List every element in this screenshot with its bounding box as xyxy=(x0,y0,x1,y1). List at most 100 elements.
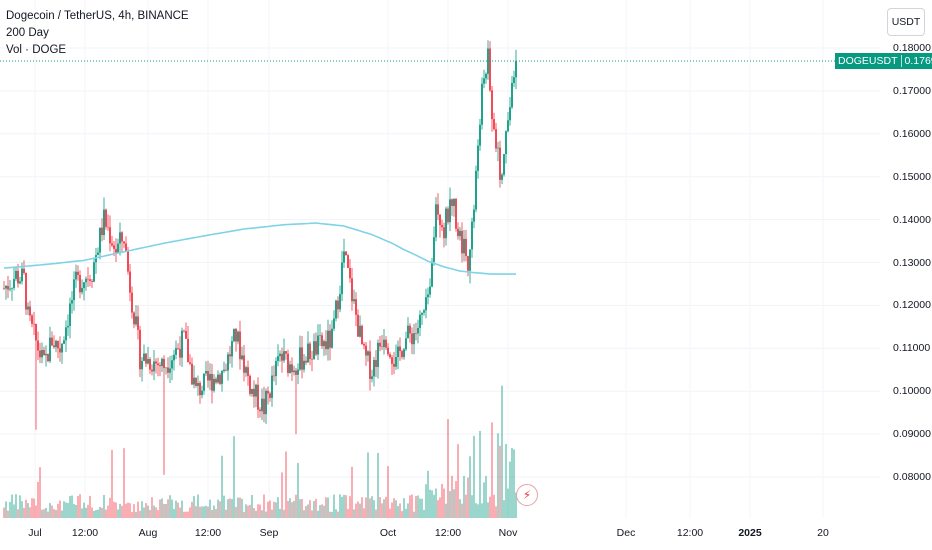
candle-body xyxy=(155,361,157,364)
volume-bar xyxy=(193,496,195,518)
volume-bar xyxy=(361,497,363,518)
chart-grid xyxy=(0,0,880,518)
candle-body xyxy=(455,198,457,229)
price-axis-tick: 0.16000 xyxy=(893,127,931,140)
volume-bar xyxy=(493,494,495,518)
volume-bar xyxy=(31,498,33,518)
volume-bar xyxy=(215,508,217,518)
volume-indicator-label[interactable]: Vol · DOGE xyxy=(6,44,67,56)
volume-bar xyxy=(69,496,71,518)
volume-bar xyxy=(33,498,35,518)
candle-body xyxy=(347,255,349,268)
volume-bar xyxy=(87,504,89,518)
candle-body xyxy=(41,349,43,358)
candle-body xyxy=(19,281,21,284)
candle-body xyxy=(353,299,355,302)
volume-bar xyxy=(483,482,485,518)
volume-bar xyxy=(229,498,231,518)
volume-bar xyxy=(243,511,245,518)
volume-bar xyxy=(279,508,281,518)
candle-body xyxy=(287,353,289,374)
volume-bar xyxy=(109,497,111,518)
candle-body xyxy=(247,367,249,376)
volume-bar xyxy=(295,494,297,518)
volume-bar xyxy=(289,498,291,518)
candle-body xyxy=(489,48,491,91)
candle-body xyxy=(505,131,507,155)
volume-bar xyxy=(337,511,339,518)
volume-bar xyxy=(123,448,125,518)
volume-bar xyxy=(427,470,429,518)
currency-button[interactable]: USDT xyxy=(887,8,925,36)
candle-body xyxy=(143,353,145,361)
volume-bar xyxy=(207,506,209,518)
candle-body xyxy=(89,279,91,281)
volume-bar xyxy=(161,498,163,518)
candle-body xyxy=(477,145,479,171)
candle-body xyxy=(433,237,435,262)
candle-body xyxy=(233,328,235,342)
volume-bars xyxy=(3,385,517,518)
candle-body xyxy=(445,208,447,239)
volume-bar xyxy=(241,498,243,518)
volume-bar xyxy=(165,504,167,518)
candle-body xyxy=(115,248,117,253)
volume-bar xyxy=(401,511,403,518)
volume-bar xyxy=(315,498,317,518)
candle-body xyxy=(27,306,29,310)
volume-bar xyxy=(203,506,205,518)
volume-bar xyxy=(373,500,375,518)
candle-body xyxy=(435,204,437,238)
volume-bar xyxy=(195,506,197,518)
ma-indicator-label[interactable]: 200 Day xyxy=(6,27,49,39)
symbol-title[interactable]: Dogecoin / TetherUS, 4h, BINANCE xyxy=(6,10,189,22)
candle-body xyxy=(183,330,185,332)
volume-bar xyxy=(175,500,177,518)
candle-body xyxy=(457,228,459,237)
volume-bar xyxy=(451,475,453,518)
volume-bar xyxy=(177,502,179,518)
volume-bar xyxy=(365,497,367,518)
volume-bar xyxy=(313,501,315,518)
volume-bar xyxy=(403,498,405,518)
volume-bar xyxy=(497,433,499,518)
candle-body xyxy=(459,230,461,237)
candle-body xyxy=(261,398,263,412)
candle-body xyxy=(147,359,149,364)
candle-body xyxy=(163,358,165,369)
volume-bar xyxy=(329,511,331,518)
candle-body xyxy=(175,348,177,355)
volume-bar xyxy=(499,445,501,518)
candle-body xyxy=(79,275,81,293)
candle-body xyxy=(345,251,347,256)
time-axis-tick: 12:00 xyxy=(71,527,99,539)
volume-bar xyxy=(343,494,345,518)
last-price-label: DOGEUSDT 0.17697 xyxy=(835,52,932,69)
candle-body xyxy=(73,279,75,301)
chart-legend: Dogecoin / TetherUS, 4h, BINANCE 200 Day… xyxy=(6,8,189,59)
lightning-bolt-icon[interactable]: ⚡︎ xyxy=(516,484,538,506)
volume-bar xyxy=(265,511,267,518)
price-axis-tick: 0.17000 xyxy=(893,84,931,97)
volume-bar xyxy=(441,483,443,518)
volume-bar xyxy=(421,498,423,518)
candle-body xyxy=(341,262,343,295)
volume-bar xyxy=(393,498,395,518)
volume-bar xyxy=(469,456,471,518)
volume-bar xyxy=(395,500,397,518)
candle-body xyxy=(385,339,387,348)
volume-bar xyxy=(191,501,193,518)
volume-bar xyxy=(25,499,27,518)
volume-bar xyxy=(35,505,37,518)
volume-bar xyxy=(415,496,417,518)
volume-bar xyxy=(423,509,425,518)
volume-bar xyxy=(377,452,379,518)
candle-body xyxy=(239,331,241,360)
candle-body xyxy=(475,170,477,210)
volume-bar xyxy=(45,507,47,518)
candle-body xyxy=(409,325,411,334)
candle-body xyxy=(139,329,141,370)
volume-bar xyxy=(501,385,503,518)
candle-body xyxy=(503,154,505,175)
